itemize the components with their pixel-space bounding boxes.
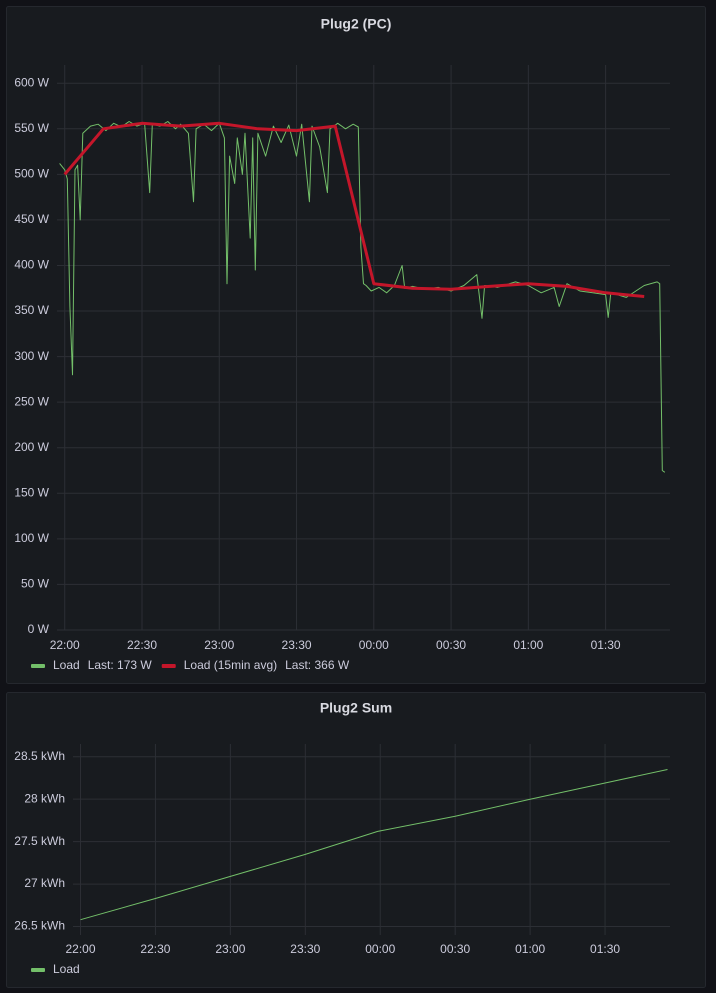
y-tick-label: 200 W [14, 440, 49, 454]
legend-label: Load [53, 962, 80, 976]
x-tick-label: 00:00 [365, 942, 395, 956]
legend-swatch [31, 664, 45, 668]
panel [6, 692, 706, 988]
legend-swatch [161, 664, 176, 668]
series-line [80, 769, 668, 921]
chart-title: Plug2 (PC) [321, 16, 392, 32]
y-tick-label: 300 W [14, 349, 49, 363]
x-tick-label: 01:30 [591, 638, 621, 652]
x-tick-label: 23:00 [215, 942, 245, 956]
y-tick-label: 550 W [14, 121, 49, 135]
chart-title: Plug2 Sum [320, 700, 392, 716]
y-tick-label: 50 W [21, 577, 50, 591]
panel [6, 6, 706, 684]
y-tick-label: 26.5 kWh [14, 919, 65, 933]
x-tick-label: 22:30 [127, 638, 157, 652]
x-tick-label: 01:00 [513, 638, 543, 652]
y-tick-label: 28.5 kWh [14, 749, 65, 763]
x-tick-label: 23:00 [204, 638, 234, 652]
series-line [63, 121, 645, 298]
y-tick-label: 250 W [14, 394, 49, 408]
y-tick-label: 100 W [14, 531, 49, 545]
y-tick-label: 450 W [14, 212, 49, 226]
x-tick-label: 23:30 [290, 942, 320, 956]
x-tick-label: 00:30 [440, 942, 470, 956]
x-tick-label: 00:30 [436, 638, 466, 652]
y-tick-label: 400 W [14, 258, 49, 272]
y-tick-label: 150 W [14, 485, 49, 499]
x-tick-label: 01:00 [515, 942, 545, 956]
x-tick-label: 22:00 [65, 942, 95, 956]
y-tick-label: 27.5 kWh [14, 834, 65, 848]
legend-label: Load (15min avg) [184, 658, 277, 672]
y-tick-label: 500 W [14, 167, 49, 181]
legend-label: Load [53, 658, 80, 672]
legend-value: Last: 366 W [285, 658, 350, 672]
x-tick-label: 22:30 [140, 942, 170, 956]
y-tick-label: 350 W [14, 303, 49, 317]
x-tick-label: 22:00 [50, 638, 80, 652]
x-tick-label: 00:00 [359, 638, 389, 652]
y-tick-label: 600 W [14, 75, 49, 89]
y-tick-label: 27 kWh [24, 876, 65, 890]
y-tick-label: 28 kWh [24, 791, 65, 805]
y-tick-label: 0 W [28, 622, 50, 636]
legend-value: Last: 173 W [88, 658, 153, 672]
x-tick-label: 23:30 [282, 638, 312, 652]
legend-swatch [31, 968, 45, 972]
x-tick-label: 01:30 [590, 942, 620, 956]
